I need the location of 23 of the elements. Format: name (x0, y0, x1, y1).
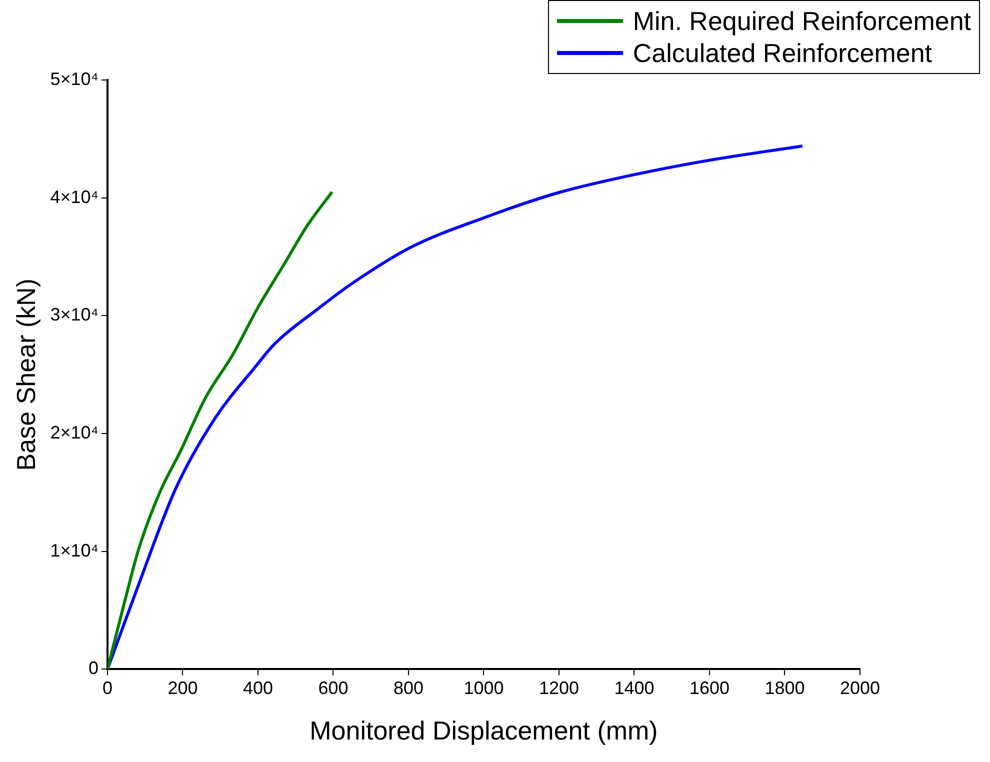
x-tick-label: 400 (242, 678, 274, 698)
y-tick-label: 0 (88, 658, 98, 678)
x-axis-title: Monitored Displacement (mm) (310, 716, 658, 746)
x-tick-label: 600 (318, 678, 348, 698)
x-tick-label: 1200 (538, 678, 580, 698)
line-series (107, 144, 804, 670)
y-tick-label: 4×10⁴ (50, 186, 98, 207)
x-tick-label: 1000 (464, 678, 504, 698)
line-series (107, 190, 334, 670)
x-tick-label: 1400 (614, 678, 654, 698)
legend-label: Min. Required Reinforcement (632, 5, 971, 37)
y-axis-title: Base Shear (kN) (10, 278, 41, 471)
y-tick-label: 2×10⁴ (50, 422, 98, 442)
x-tick-label: 800 (393, 678, 424, 698)
x-tick-label: 0 (102, 678, 112, 698)
x-tick-label: 200 (168, 678, 198, 698)
legend-label: Calculated Reinforcement (632, 37, 932, 69)
y-tick-label: 3×10⁴ (50, 304, 98, 325)
x-tick-label: 1600 (689, 678, 730, 698)
x-tick-label: 1800 (764, 678, 805, 698)
y-tick-label: 1×10⁴ (50, 540, 98, 560)
x-tick-label: 2000 (840, 678, 880, 698)
y-tick-label: 5×10⁴ (50, 68, 98, 89)
